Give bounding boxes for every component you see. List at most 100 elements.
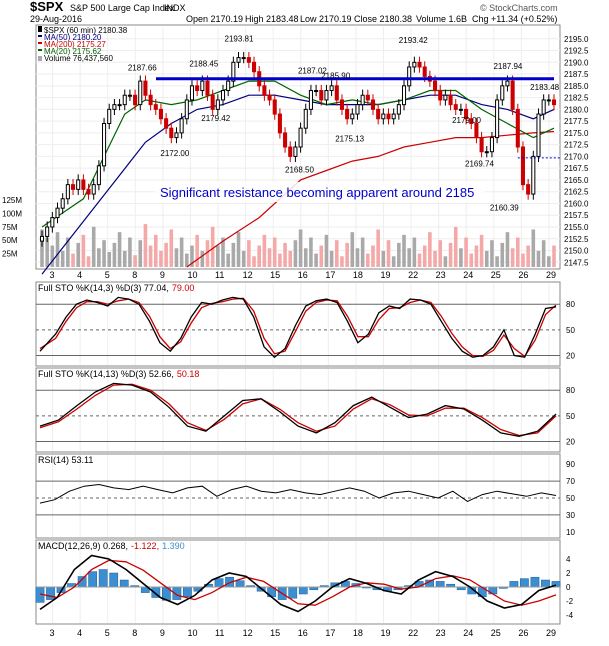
price-tick-label: 2160.0: [564, 199, 589, 208]
candle-body: [81, 179, 86, 190]
rsi-line: [39, 483, 557, 504]
volume-bar: [350, 232, 355, 267]
candle-body: [484, 151, 489, 154]
macd-histogram-bar: [183, 586, 192, 598]
volume-bar: [521, 253, 525, 267]
candle-body: [117, 104, 122, 107]
volume-bar: [340, 256, 344, 267]
volume-bar: [417, 253, 422, 267]
rsi-tick-label: 50: [566, 494, 575, 503]
candle-body: [226, 80, 231, 92]
candle-body: [314, 90, 319, 93]
price-point-label: 2193.81: [225, 34, 254, 43]
volume-bar: [500, 242, 505, 267]
volume-bar: [45, 237, 49, 267]
rsi-tick-label: 30: [566, 511, 575, 520]
price-point-label: 2179.00: [452, 116, 481, 125]
volume-bar: [190, 245, 194, 267]
close-value: Close 2180.38: [354, 14, 412, 24]
candle-body: [148, 94, 153, 106]
rsi-tick-label: 10: [566, 528, 575, 537]
index-name: S&P 500 Large Cap Index: [70, 3, 175, 13]
volume-bar: [236, 232, 241, 267]
x-tick-label-top: 15: [270, 270, 280, 280]
price-tick-label: 2187.5: [564, 70, 589, 79]
volume-bar: [531, 229, 536, 267]
price-tick-label: 2170.0: [564, 152, 589, 161]
candle-body: [551, 99, 557, 106]
volume-bar: [360, 237, 365, 267]
volume-value: Volume 1.6B: [416, 14, 467, 24]
candle-body: [469, 118, 474, 124]
candle-body: [505, 80, 510, 87]
ma50-line: [41, 94, 555, 275]
price-tick-label: 2195.0: [564, 35, 589, 44]
price-tick-label: 2152.5: [564, 235, 589, 244]
volume-bar: [153, 234, 158, 267]
candle-body: [55, 207, 60, 219]
volume-bar: [133, 255, 137, 267]
candle-body: [272, 99, 277, 115]
candle-body: [541, 99, 546, 115]
volume-bar: [55, 232, 60, 267]
candle-body: [531, 155, 536, 195]
volume-bar: [81, 234, 86, 267]
x-tick-label-bottom: 24: [463, 628, 473, 638]
volume-bar: [355, 248, 360, 267]
gridlines: [36, 27, 560, 623]
macd-tick-label: 2: [566, 569, 571, 578]
price-tick-label: 2182.5: [564, 94, 589, 103]
price-tick-label: 2192.5: [564, 47, 589, 56]
volume-bar: [91, 226, 96, 267]
volume-bar: [459, 248, 463, 267]
sto2-k-line: [39, 382, 557, 437]
watermark: © StockCharts.com: [480, 3, 558, 13]
candle-body: [112, 104, 117, 110]
legend-ma20-swatch: [38, 49, 42, 51]
volume-bar: [479, 234, 484, 267]
macd-tick-label: -2: [566, 597, 574, 606]
candle-body: [215, 99, 220, 110]
date: 29-Aug-2016: [30, 14, 82, 24]
sto2-tick-label: 50: [566, 412, 575, 421]
legend-ma50: MA(50) 2180.20: [44, 33, 102, 42]
candle-body: [479, 137, 484, 153]
candle-body: [164, 118, 169, 129]
volume-bar: [397, 242, 401, 267]
candle-body: [510, 80, 515, 110]
x-tick-label-top: 26: [518, 270, 528, 280]
candle-body: [60, 198, 65, 209]
volume-bar: [464, 237, 468, 267]
price-point-label: 2179.42: [201, 114, 230, 123]
x-tick-label-top: 12: [243, 270, 253, 280]
macd-line: [39, 554, 557, 613]
x-tick-label-top: 10: [187, 270, 197, 280]
x-tick-label-bottom: 19: [380, 628, 390, 638]
candle-body: [127, 94, 132, 97]
volume-bar: [241, 250, 246, 267]
price-point-label: 2185.90: [321, 72, 350, 81]
legend-macd: MACD(12,26,9) 0.268, -1.122, 1.390: [38, 541, 185, 551]
macd-histogram-bar: [520, 578, 529, 588]
candle-body: [189, 85, 195, 101]
candle-body: [443, 94, 448, 101]
volume-bar: [247, 240, 251, 267]
price-tick-label: 2165.0: [564, 176, 589, 185]
volume-bar: [174, 248, 179, 267]
volume-bar: [469, 253, 474, 267]
legend-sto2: Full STO %K(14,13) %D(3) 52.66, 50.18: [38, 369, 199, 379]
macd-signal-line: [39, 559, 557, 606]
volume-bar: [552, 245, 556, 267]
candle-body: [391, 113, 396, 120]
volume-bar: [117, 232, 122, 267]
legend-volume: Volume 76,437,560: [44, 54, 113, 63]
volume-bar: [547, 256, 551, 267]
x-tick-label-bottom: 16: [298, 628, 308, 638]
volume-bar: [205, 240, 210, 267]
x-tick-label-top: 23: [436, 270, 446, 280]
exchange: INDX: [164, 3, 186, 13]
price-point-label: 2169.74: [465, 160, 494, 169]
volume-bar: [122, 250, 127, 267]
volume-bar: [366, 253, 370, 267]
candle-body: [546, 99, 551, 102]
